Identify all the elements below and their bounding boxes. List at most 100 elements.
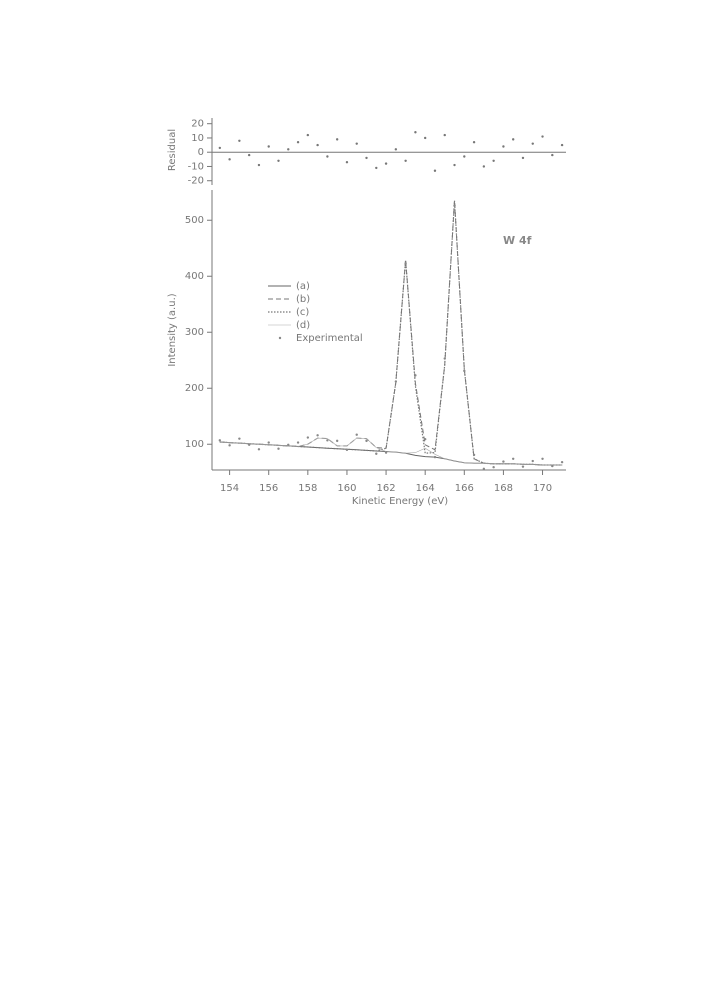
residual-point bbox=[423, 136, 427, 140]
residual-point bbox=[355, 142, 358, 145]
residual-point bbox=[482, 165, 486, 168]
data-point bbox=[453, 204, 456, 207]
residual-point bbox=[502, 145, 505, 148]
residual-point bbox=[463, 155, 466, 158]
x-axis-label: Kinetic Energy (eV) bbox=[352, 496, 448, 507]
legend-label: (c) bbox=[296, 307, 309, 318]
y-tick-label: 0 bbox=[198, 147, 204, 158]
data-point bbox=[511, 457, 515, 460]
y-tick-label: 10 bbox=[191, 133, 204, 144]
x-tick-label: 168 bbox=[494, 483, 513, 494]
data-point bbox=[375, 452, 378, 455]
data-point bbox=[502, 460, 505, 463]
data-point bbox=[287, 443, 290, 446]
residual-point bbox=[218, 146, 222, 150]
x-tick-label: 154 bbox=[220, 483, 239, 494]
x-tick-label: 156 bbox=[259, 483, 278, 494]
residual-point bbox=[257, 163, 261, 167]
data-point bbox=[384, 451, 388, 454]
residual-point bbox=[521, 156, 525, 160]
residual-point bbox=[511, 138, 515, 141]
legend-label: (d) bbox=[296, 320, 310, 331]
y-tick-label: -10 bbox=[188, 161, 204, 172]
legend-marker bbox=[278, 336, 282, 340]
data-point bbox=[394, 380, 398, 383]
legend-label: (a) bbox=[296, 281, 310, 292]
x-tick-label: 158 bbox=[298, 483, 317, 494]
y-tick-label: 200 bbox=[185, 383, 204, 394]
data-point bbox=[492, 466, 495, 469]
data-point bbox=[355, 433, 358, 436]
residual-point bbox=[345, 160, 349, 164]
data-point bbox=[423, 438, 427, 441]
residual-point bbox=[287, 148, 290, 151]
data-point bbox=[404, 262, 407, 265]
data-point bbox=[345, 448, 349, 452]
residual-point bbox=[267, 145, 270, 148]
data-point bbox=[531, 459, 534, 463]
residual-point bbox=[238, 139, 241, 143]
residual-point bbox=[433, 169, 437, 172]
fit-line bbox=[219, 437, 563, 466]
residual-point bbox=[404, 159, 407, 162]
data-point bbox=[472, 453, 476, 457]
residual-point bbox=[326, 155, 329, 158]
residual-point bbox=[492, 159, 495, 162]
residual-point bbox=[531, 142, 534, 145]
data-point bbox=[560, 460, 564, 464]
x-tick-label: 160 bbox=[337, 483, 356, 494]
data-point bbox=[326, 439, 329, 442]
residual-point bbox=[316, 143, 319, 147]
data-point bbox=[521, 465, 525, 468]
y-tick-label: 100 bbox=[185, 439, 204, 450]
residual-point bbox=[277, 159, 280, 162]
y-axis-label: Intensity (a.u.) bbox=[167, 293, 178, 366]
data-point bbox=[247, 443, 251, 446]
residual-point bbox=[453, 163, 456, 167]
data-point bbox=[365, 439, 368, 443]
data-point bbox=[463, 369, 466, 373]
y-tick-label: 400 bbox=[185, 271, 204, 282]
data-point bbox=[482, 467, 486, 471]
residual-point bbox=[541, 135, 544, 138]
data-point bbox=[228, 444, 231, 447]
data-point bbox=[414, 374, 417, 377]
legend-label: Experimental bbox=[296, 333, 363, 344]
residual-point bbox=[306, 133, 310, 137]
data-point bbox=[257, 448, 261, 451]
data-point bbox=[296, 441, 300, 444]
residual-point bbox=[384, 162, 388, 165]
data-point bbox=[238, 437, 241, 440]
data-point bbox=[277, 447, 280, 450]
data-point bbox=[218, 439, 222, 442]
y-tick-label: 20 bbox=[191, 119, 204, 130]
annotation: W 4f bbox=[503, 234, 532, 247]
y-tick-label: 300 bbox=[185, 327, 204, 338]
residual-point bbox=[228, 158, 231, 161]
x-tick-label: 164 bbox=[416, 483, 435, 494]
residual-point bbox=[335, 138, 339, 141]
x-tick-label: 162 bbox=[377, 483, 396, 494]
residual-point bbox=[560, 143, 564, 147]
y-tick-label: 500 bbox=[185, 215, 204, 226]
residual-point bbox=[247, 153, 251, 157]
legend-label: (b) bbox=[296, 294, 310, 305]
data-point bbox=[541, 457, 544, 460]
residual-point bbox=[375, 166, 378, 170]
residual-point bbox=[414, 131, 417, 134]
residual-point bbox=[296, 141, 300, 144]
y-tick-label: -20 bbox=[188, 176, 204, 187]
x-tick-label: 170 bbox=[533, 483, 552, 494]
residual-point bbox=[394, 148, 398, 151]
residual-point bbox=[443, 133, 446, 137]
data-point bbox=[443, 357, 446, 360]
residual-point bbox=[472, 141, 476, 144]
data-point bbox=[551, 464, 554, 468]
residual-point bbox=[551, 153, 554, 157]
data-point bbox=[433, 455, 437, 459]
residual-point bbox=[365, 156, 368, 160]
data-point bbox=[316, 434, 319, 437]
data-point bbox=[335, 439, 339, 443]
